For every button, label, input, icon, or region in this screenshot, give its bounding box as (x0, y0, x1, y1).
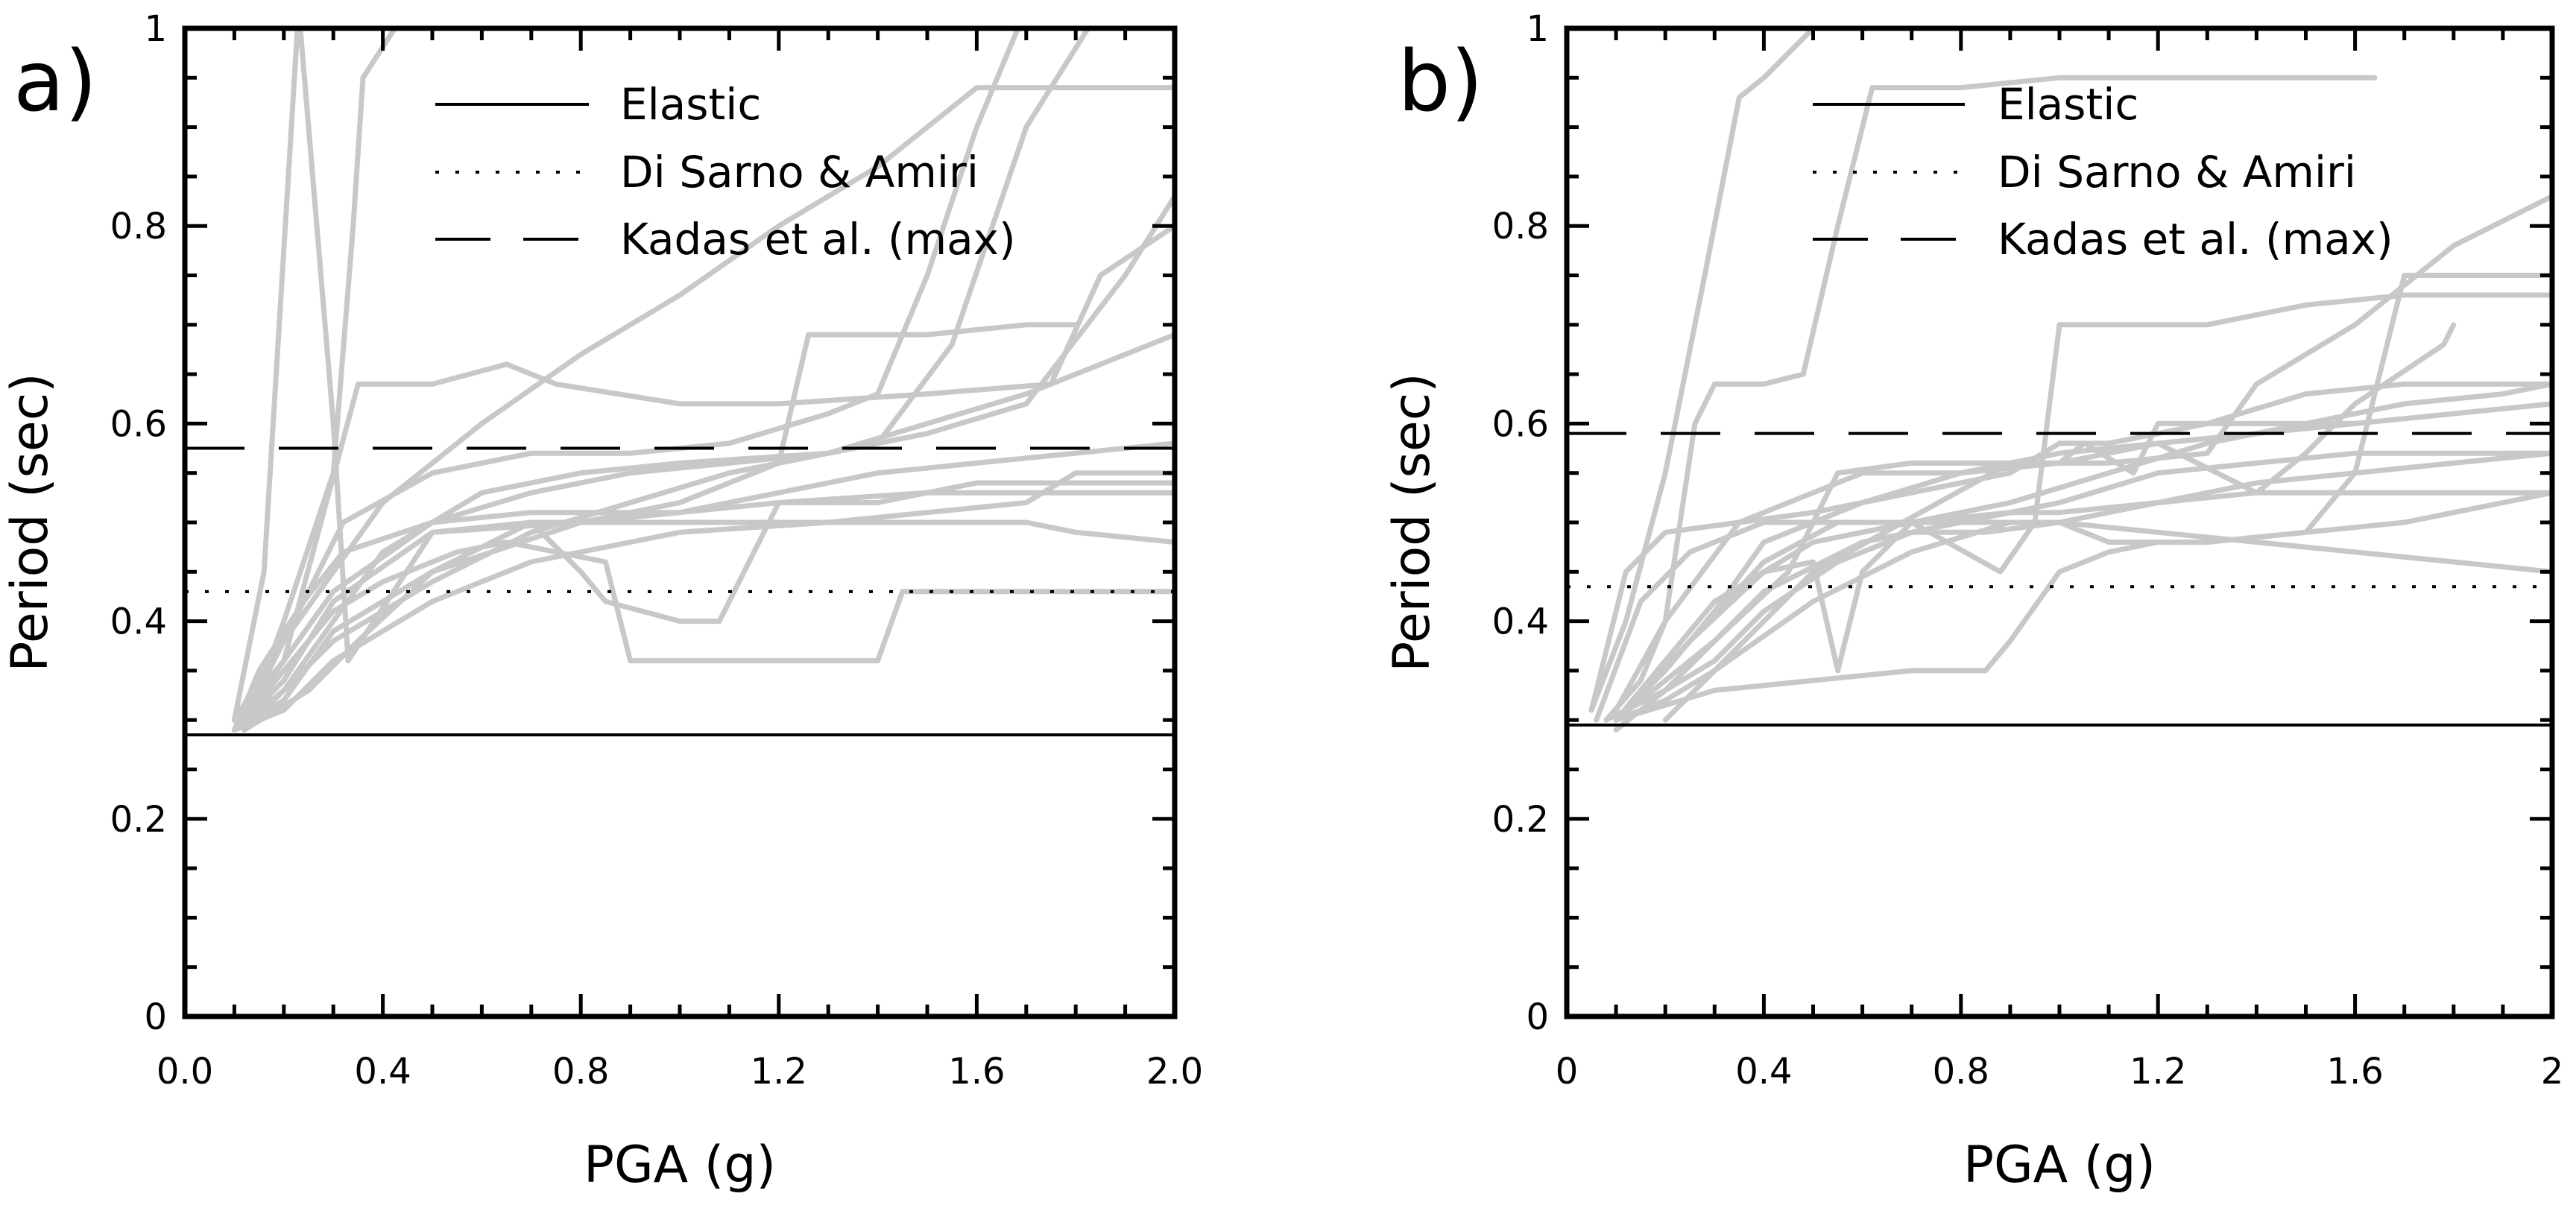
legend-label: Elastic (620, 79, 761, 130)
series-line-record-4 (1603, 322, 2457, 723)
series-line-record-1 (1588, 28, 1820, 713)
series-line-record-9 (231, 223, 1175, 723)
x-tick-label: 0.4 (1735, 1051, 1792, 1092)
series-line-record-7 (1613, 273, 2552, 723)
x-tick-label: 2.0 (1146, 1051, 1203, 1092)
y-tick-label: 1 (144, 8, 167, 50)
y-tick-label: 0.4 (1492, 601, 1549, 643)
y-tick-label: 0.4 (110, 601, 167, 643)
series-line-record-7 (231, 540, 1175, 733)
legend: Elastic Di Sarno & Amiri Kadas et al. (max… (435, 79, 1016, 265)
y-tick-label: 0.8 (110, 206, 167, 247)
y-tick-label: 1 (1526, 8, 1549, 50)
legend-label: Kadas et al. (max) (1998, 214, 2393, 265)
panel-label: b) (1398, 34, 1483, 130)
x-tick-label: 0.8 (1933, 1051, 1989, 1092)
y-tick-label: 0.8 (1492, 206, 1549, 247)
y-tick-label: 0 (144, 996, 167, 1038)
x-axis-title: PGA (g) (584, 1136, 776, 1195)
plot-frame (182, 25, 1178, 1019)
series-line-record-6 (242, 28, 1091, 733)
series-line-record-8 (242, 480, 1175, 733)
x-tick-label: 0.4 (354, 1051, 411, 1092)
y-axis-title: Period (sec) (1383, 373, 1442, 671)
x-tick-label: 2 (2541, 1051, 2564, 1092)
series-group (1588, 28, 2552, 733)
series-line-record-11 (231, 519, 1175, 733)
y-tick-label: 0.6 (1492, 403, 1549, 445)
x-tick-label: 1.2 (751, 1051, 807, 1092)
chart-panel-b: 0 0.4 0.8 1.2 1.6 2 0 0.2 0.4 0.6 0.8 1 PGA (g) Perio… (1383, 8, 2563, 1195)
y-tick-label: 0.6 (110, 403, 167, 445)
plot-frame (1564, 25, 2555, 1019)
x-tick-label: 0.0 (157, 1051, 213, 1092)
x-tick-label: 1.6 (948, 1051, 1005, 1092)
x-axis-title: PGA (g) (1963, 1136, 2156, 1195)
series-line-record-2 (1613, 75, 2378, 713)
y-tick-label: 0.2 (110, 799, 167, 841)
legend-label: Elastic (1998, 79, 2138, 130)
series-line-record-11 (1613, 381, 2552, 723)
chart-panel-a: 0.0 0.4 0.8 1.2 1.6 2.0 0 0.2 0.4 0.6 0.8 1 PGA (g) P… (1, 8, 1203, 1195)
series-line-record-12 (1588, 381, 2552, 713)
y-tick-label: 0 (1526, 996, 1549, 1038)
series-line-record-13 (1613, 193, 2552, 733)
y-axis-title: Period (sec) (1, 373, 60, 671)
legend-label: Di Sarno & Amiri (620, 147, 979, 197)
series-line-record-14 (231, 193, 1175, 733)
panel-label: a) (13, 34, 97, 130)
series-line-record-13 (231, 332, 1175, 733)
legend: Elastic Di Sarno & Amiri Kadas et al. (max… (1813, 79, 2393, 265)
series-line-record-4 (231, 85, 1175, 723)
series-line-record-10 (231, 470, 1175, 733)
legend-label: Kadas et al. (max) (620, 214, 1016, 265)
series-line-record-3 (242, 28, 398, 733)
x-tick-label: 0 (1556, 1051, 1579, 1092)
x-tick-label: 1.2 (2130, 1051, 2186, 1092)
x-tick-label: 0.8 (552, 1051, 609, 1092)
y-tick-label: 0.2 (1492, 799, 1549, 841)
legend-label: Di Sarno & Amiri (1998, 147, 2356, 197)
series-line-record-15 (1662, 420, 2358, 723)
x-tick-label: 1.6 (2326, 1051, 2383, 1092)
